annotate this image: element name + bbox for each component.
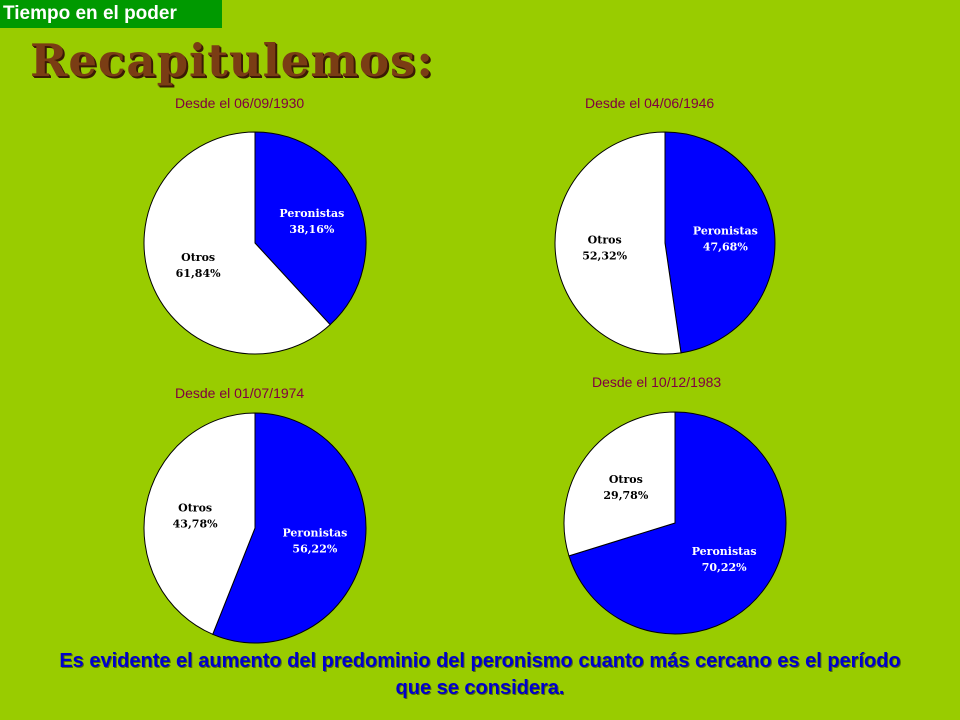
chart-title: Desde el 10/12/1983 [592,374,722,390]
pie-slice-peronistas [664,131,776,354]
chart-title: Desde el 06/09/1930 [175,95,305,111]
slice-name-label: Peronistas [279,207,344,220]
conclusion-text: Es evidente el aumento del predominio de… [59,650,901,699]
pie-slice-otros [143,131,331,355]
slice-name-label: Otros [609,473,643,486]
slice-value-label: 56,22% [292,542,337,555]
slice-name-label: Otros [181,251,215,264]
chart-title: Desde el 01/07/1974 [175,385,305,401]
slice-name-label: Peronistas [692,545,757,558]
section-tag: Tiempo en el poder [0,0,222,28]
pie-1983-svg: Peronistas 70,22% Otros 29,78% [563,411,787,635]
pie-1946-svg: Peronistas 47,68% Otros 52,32% [554,131,776,355]
pie-slice-otros [143,412,256,635]
slice-value-label: 47,68% [703,241,748,254]
pie-1930-svg: Peronistas 38,16% Otros 61,84% [143,131,367,355]
slice-name-label: Otros [588,233,622,246]
pie-slice-peronistas [212,412,367,644]
pie-slice-peronistas [568,411,787,635]
slice-name-label: Peronistas [693,225,758,238]
slice-name-label: Otros [178,502,212,515]
slice-value-label: 70,22% [702,561,747,574]
slice-name-label: Peronistas [282,526,347,539]
slide-title: Recapitulemos: [30,34,434,87]
pie-slice-otros [554,131,682,355]
chart-title: Desde el 04/06/1946 [585,95,715,111]
slice-value-label: 52,32% [582,249,627,262]
pie-1974-svg: Peronistas 56,22% Otros 43,78% [143,412,367,644]
slice-value-label: 38,16% [289,223,334,236]
pie-slice-peronistas [254,131,367,326]
slice-value-label: 61,84% [176,267,221,280]
slice-value-label: 43,78% [173,518,218,531]
slice-value-label: 29,78% [603,489,648,502]
pie-slice-otros [563,411,676,557]
